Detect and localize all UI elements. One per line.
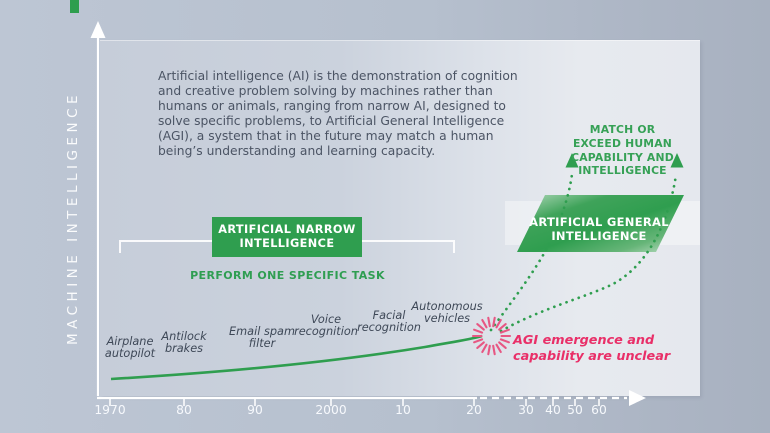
agi-parallelogram xyxy=(517,195,684,252)
y-axis-title: MACHINE INTELLIGENCE xyxy=(65,90,81,346)
milestone-email-spam-filter: Email spam filter xyxy=(229,325,295,351)
x-tick-label-30: 30 xyxy=(518,403,534,417)
x-axis-arrow-icon xyxy=(629,390,646,406)
agi-projection-gradual xyxy=(499,173,678,333)
milestone-airplane-autopilot: Airplane autopilot xyxy=(104,335,156,361)
milestone-autonomous-vehicles: Autonomous vehicles xyxy=(411,300,483,326)
agi-projection-steep xyxy=(489,172,574,332)
x-axis-ticks xyxy=(109,399,600,406)
milestone-facial-recognition: Facial recognition xyxy=(357,309,421,335)
milestone-voice-recognition: Voice recognition xyxy=(294,313,358,339)
y-axis-arrow-icon xyxy=(90,21,106,38)
x-tick-label-20: 20 xyxy=(466,403,482,417)
x-tick-label-80: 80 xyxy=(176,403,192,417)
agi-projection-steep-arrow-icon xyxy=(565,153,579,168)
x-tick-label-50: 50 xyxy=(567,403,583,417)
x-tick-label-2000: 2000 xyxy=(315,403,347,417)
agi-label-text: ARTIFICIAL GENERAL INTELLIGENCE xyxy=(529,215,669,243)
x-tick-label-90: 90 xyxy=(247,403,263,417)
x-tick-label-40: 40 xyxy=(545,403,561,417)
agi-uncertainty-note: AGI emergence and capability are unclear xyxy=(513,333,671,364)
ani-label-box: ARTIFICIAL NARROW INTELLIGENCE xyxy=(212,217,362,257)
intro-paragraph: Artificial intelligence (AI) is the demo… xyxy=(158,69,518,158)
ani-subtitle: PERFORM ONE SPECIFIC TASK xyxy=(190,269,385,282)
x-tick-label-60: 60 xyxy=(591,403,607,417)
x-tick-label-10: 10 xyxy=(395,403,411,417)
milestone-antilock-brakes: Antilock brakes xyxy=(161,330,207,356)
x-tick-label-1970: 1970 xyxy=(94,403,126,417)
ani-label-text: ARTIFICIAL NARROW INTELLIGENCE xyxy=(218,223,356,250)
narrow-ai-curve xyxy=(110,334,483,381)
agi-projection-gradual-arrow-icon xyxy=(670,153,684,168)
agi-goal-text: MATCH OR EXCEED HUMAN CAPABILITY AND INT… xyxy=(571,123,674,178)
slide-accent-marker xyxy=(70,0,79,13)
uncertainty-starburst-icon xyxy=(471,316,512,356)
